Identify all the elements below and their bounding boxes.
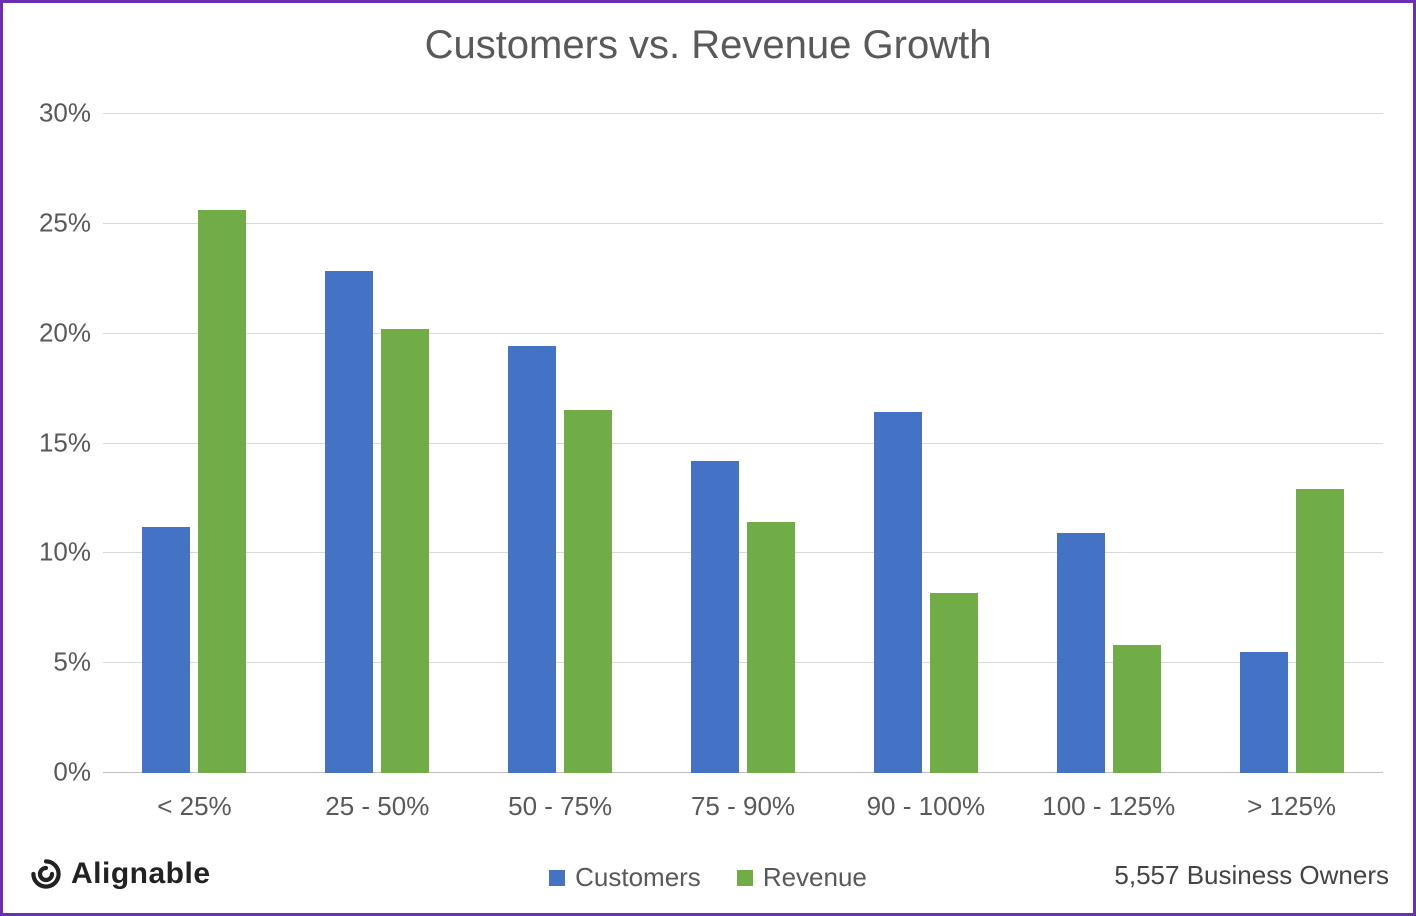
bar xyxy=(1240,652,1288,773)
legend-item-revenue: Revenue xyxy=(737,862,867,893)
x-tick-label: 100 - 125% xyxy=(1017,791,1200,822)
y-tick-label: 0% xyxy=(53,757,91,788)
y-tick-label: 25% xyxy=(39,207,91,238)
x-tick-label: > 125% xyxy=(1200,791,1383,822)
x-tick-label: 25 - 50% xyxy=(286,791,469,822)
y-tick-label: 15% xyxy=(39,427,91,458)
brand-name: Alignable xyxy=(71,857,211,891)
bar-group: 25 - 50% xyxy=(286,113,469,773)
y-tick-label: 5% xyxy=(53,647,91,678)
bar xyxy=(930,593,978,773)
x-tick-label: < 25% xyxy=(103,791,286,822)
plot-area: 0%5%10%15%20%25%30% < 25%25 - 50%50 - 75… xyxy=(103,113,1383,773)
footer-sample-size: 5,557 Business Owners xyxy=(1114,860,1389,891)
bar xyxy=(691,461,739,773)
chart-title: Customers vs. Revenue Growth xyxy=(3,23,1413,68)
legend-swatch-revenue xyxy=(737,870,753,886)
y-tick-label: 30% xyxy=(39,98,91,129)
bar-group: 75 - 90% xyxy=(652,113,835,773)
bar xyxy=(381,329,429,773)
legend-label-customers: Customers xyxy=(575,862,701,893)
bar xyxy=(564,410,612,773)
y-tick-label: 10% xyxy=(39,537,91,568)
bar xyxy=(142,527,190,773)
x-tick-label: 50 - 75% xyxy=(469,791,652,822)
legend-item-customers: Customers xyxy=(549,862,701,893)
legend-swatch-customers xyxy=(549,870,565,886)
y-tick-label: 20% xyxy=(39,317,91,348)
bar xyxy=(325,271,373,773)
bar xyxy=(747,522,795,773)
bar xyxy=(508,346,556,773)
chart-frame: Customers vs. Revenue Growth 0%5%10%15%2… xyxy=(0,0,1416,916)
bar-group: < 25% xyxy=(103,113,286,773)
brand-logo: Alignable xyxy=(31,857,211,891)
bars-container: < 25%25 - 50%50 - 75%75 - 90%90 - 100%10… xyxy=(103,113,1383,773)
bar xyxy=(1057,533,1105,773)
bar xyxy=(1296,489,1344,773)
brand-swirl-icon xyxy=(31,859,61,889)
x-tick-label: 90 - 100% xyxy=(834,791,1017,822)
bar xyxy=(1113,645,1161,773)
bar-group: > 125% xyxy=(1200,113,1383,773)
bar xyxy=(874,412,922,773)
bar-group: 90 - 100% xyxy=(834,113,1017,773)
bar-group: 50 - 75% xyxy=(469,113,652,773)
x-tick-label: 75 - 90% xyxy=(652,791,835,822)
bar xyxy=(198,210,246,773)
bar-group: 100 - 125% xyxy=(1017,113,1200,773)
legend-label-revenue: Revenue xyxy=(763,862,867,893)
